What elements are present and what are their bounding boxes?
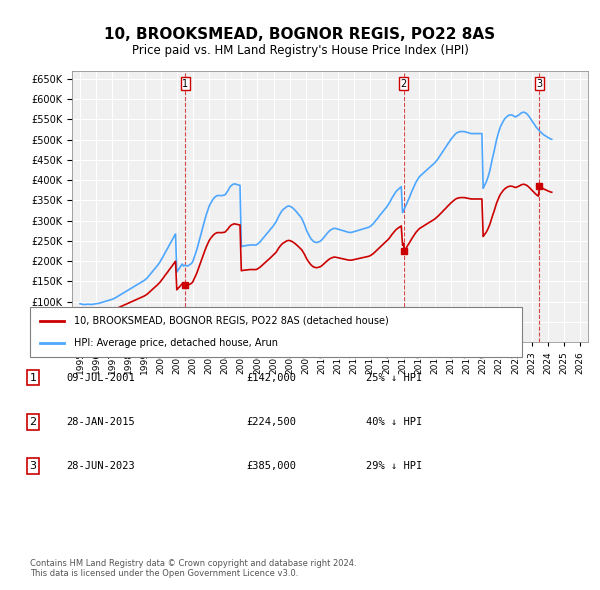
Text: 28-JUN-2023: 28-JUN-2023	[66, 461, 135, 471]
Text: 28-JAN-2015: 28-JAN-2015	[66, 417, 135, 427]
Text: £385,000: £385,000	[246, 461, 296, 471]
Text: 29% ↓ HPI: 29% ↓ HPI	[366, 461, 422, 471]
Text: £224,500: £224,500	[246, 417, 296, 427]
Text: 3: 3	[29, 461, 37, 471]
Text: 1: 1	[29, 373, 37, 382]
Text: 10, BROOKSMEAD, BOGNOR REGIS, PO22 8AS: 10, BROOKSMEAD, BOGNOR REGIS, PO22 8AS	[104, 27, 496, 41]
Text: Price paid vs. HM Land Registry's House Price Index (HPI): Price paid vs. HM Land Registry's House …	[131, 44, 469, 57]
Text: 3: 3	[536, 79, 542, 89]
Text: 1: 1	[182, 79, 188, 89]
Text: 09-JUL-2001: 09-JUL-2001	[66, 373, 135, 382]
Text: 10, BROOKSMEAD, BOGNOR REGIS, PO22 8AS (detached house): 10, BROOKSMEAD, BOGNOR REGIS, PO22 8AS (…	[74, 316, 389, 326]
Text: 40% ↓ HPI: 40% ↓ HPI	[366, 417, 422, 427]
Text: 2: 2	[401, 79, 407, 89]
Text: 25% ↓ HPI: 25% ↓ HPI	[366, 373, 422, 382]
Text: 2: 2	[29, 417, 37, 427]
FancyBboxPatch shape	[30, 307, 522, 357]
Text: HPI: Average price, detached house, Arun: HPI: Average price, detached house, Arun	[74, 338, 278, 348]
Text: Contains HM Land Registry data © Crown copyright and database right 2024.
This d: Contains HM Land Registry data © Crown c…	[30, 559, 356, 578]
Text: £142,000: £142,000	[246, 373, 296, 382]
